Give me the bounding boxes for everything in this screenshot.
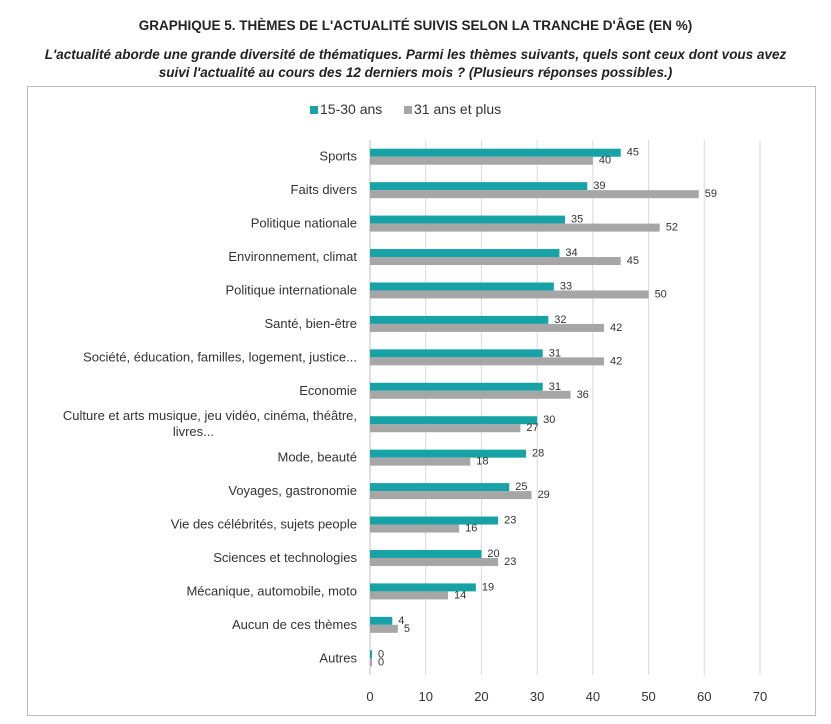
value-label: 34: [565, 247, 577, 259]
chart-frame: [27, 86, 816, 716]
value-label: 23: [504, 556, 516, 568]
value-label: 39: [593, 180, 605, 192]
category-label: Economie: [299, 383, 357, 398]
category-label: Aucun de ces thèmes: [232, 617, 358, 632]
value-label: 5: [404, 623, 410, 635]
bar-series-2: [370, 491, 532, 500]
value-label: 16: [465, 523, 477, 535]
category-label: Mode, beauté: [277, 450, 357, 465]
bar-series-2: [370, 658, 372, 667]
bar-series-2: [370, 457, 471, 466]
legend-label-1: 15-30 ans: [320, 101, 382, 117]
value-label: 31: [549, 381, 561, 393]
value-label: 40: [599, 155, 611, 167]
bar-series-2: [370, 323, 604, 332]
value-label: 23: [504, 515, 516, 527]
legend-label-2: 31 ans et plus: [414, 101, 501, 117]
bar-series-1: [370, 483, 510, 492]
value-label: 14: [454, 589, 466, 601]
bar-series-1: [370, 215, 565, 224]
value-label: 0: [378, 656, 384, 668]
bar-series-2: [370, 624, 398, 633]
category-label: Faits divers: [291, 182, 358, 197]
value-label: 52: [666, 222, 678, 234]
value-label: 30: [543, 414, 555, 426]
category-label: Vie des célébrités, sujets people: [171, 517, 357, 532]
value-label: 50: [655, 288, 667, 300]
x-tick-label: 20: [474, 689, 488, 704]
bar-series-1: [370, 549, 482, 558]
x-tick-label: 10: [418, 689, 432, 704]
bar-series-1: [370, 249, 560, 258]
bar-series-1: [370, 650, 372, 659]
bar-series-2: [370, 524, 460, 533]
category-label: Politique nationale: [251, 216, 357, 231]
bar-series-1: [370, 382, 543, 391]
value-label: 18: [476, 456, 488, 468]
category-label: Sciences et technologies: [213, 550, 357, 565]
bar-series-1: [370, 349, 543, 358]
value-label: 59: [705, 188, 717, 200]
bar-series-2: [370, 223, 660, 232]
category-label: Société, éducation, familles, logement, …: [83, 349, 357, 364]
value-label: 20: [487, 548, 499, 560]
bar-series-2: [370, 424, 521, 433]
x-tick-label: 70: [753, 689, 767, 704]
value-label: 32: [554, 314, 566, 326]
value-label: 25: [515, 481, 527, 493]
bar-series-1: [370, 616, 393, 625]
value-label: 45: [627, 255, 639, 267]
category-label: Sports: [319, 149, 357, 164]
legend-swatch-2: [404, 106, 412, 114]
value-label: 4: [398, 615, 404, 627]
chart-title: GRAPHIQUE 5. THÈMES DE L'ACTUALITÉ SUIVI…: [138, 18, 693, 33]
bar-series-1: [370, 516, 499, 525]
bar-series-1: [370, 315, 549, 324]
chart-subtitle: L'actualité aborde une grande diversité …: [10, 46, 821, 82]
value-label: 29: [538, 489, 550, 501]
value-label: 0: [378, 648, 384, 660]
value-label: 28: [532, 448, 544, 460]
category-label: Santé, bien-être: [264, 316, 357, 331]
bar-series-1: [370, 416, 538, 425]
bar-series-2: [370, 390, 571, 399]
x-tick-label: 0: [366, 689, 373, 704]
x-tick-label: 50: [641, 689, 655, 704]
bar-series-1: [370, 282, 554, 291]
bar-series-2: [370, 591, 448, 600]
category-label: Autres: [319, 650, 357, 665]
value-label: 45: [627, 147, 639, 159]
value-label: 42: [610, 355, 622, 367]
bar-series-1: [370, 182, 588, 191]
subtitle-line-1: L'actualité aborde une grande diversité …: [44, 47, 787, 62]
category-label: Environnement, climat: [228, 249, 357, 264]
x-tick-label: 40: [586, 689, 600, 704]
subtitle-line-2: suivi l'actualité au cours des 12 dernie…: [158, 65, 673, 80]
category-label: livres...: [173, 424, 214, 439]
value-label: 42: [610, 322, 622, 334]
legend-swatch-1: [310, 106, 318, 114]
bar-series-1: [370, 148, 621, 157]
value-label: 35: [571, 214, 583, 226]
bar-series-1: [370, 583, 476, 592]
category-label: Culture et arts musique, jeu vidéo, ciné…: [63, 408, 357, 423]
bar-series-2: [370, 357, 604, 366]
bar-series-2: [370, 290, 649, 299]
value-label: 19: [482, 581, 494, 593]
bar-series-1: [370, 449, 526, 458]
x-tick-label: 30: [530, 689, 544, 704]
value-label: 27: [526, 422, 538, 434]
bar-series-2: [370, 190, 699, 199]
category-label: Mécanique, automobile, moto: [186, 583, 357, 598]
bar-series-2: [370, 257, 621, 266]
value-label: 33: [560, 280, 572, 292]
category-label: Politique internationale: [225, 282, 357, 297]
bar-series-2: [370, 156, 593, 165]
x-tick-label: 60: [697, 689, 711, 704]
value-label: 36: [577, 389, 589, 401]
category-label: Voyages, gastronomie: [228, 483, 357, 498]
value-label: 31: [549, 347, 561, 359]
bar-series-2: [370, 557, 499, 566]
